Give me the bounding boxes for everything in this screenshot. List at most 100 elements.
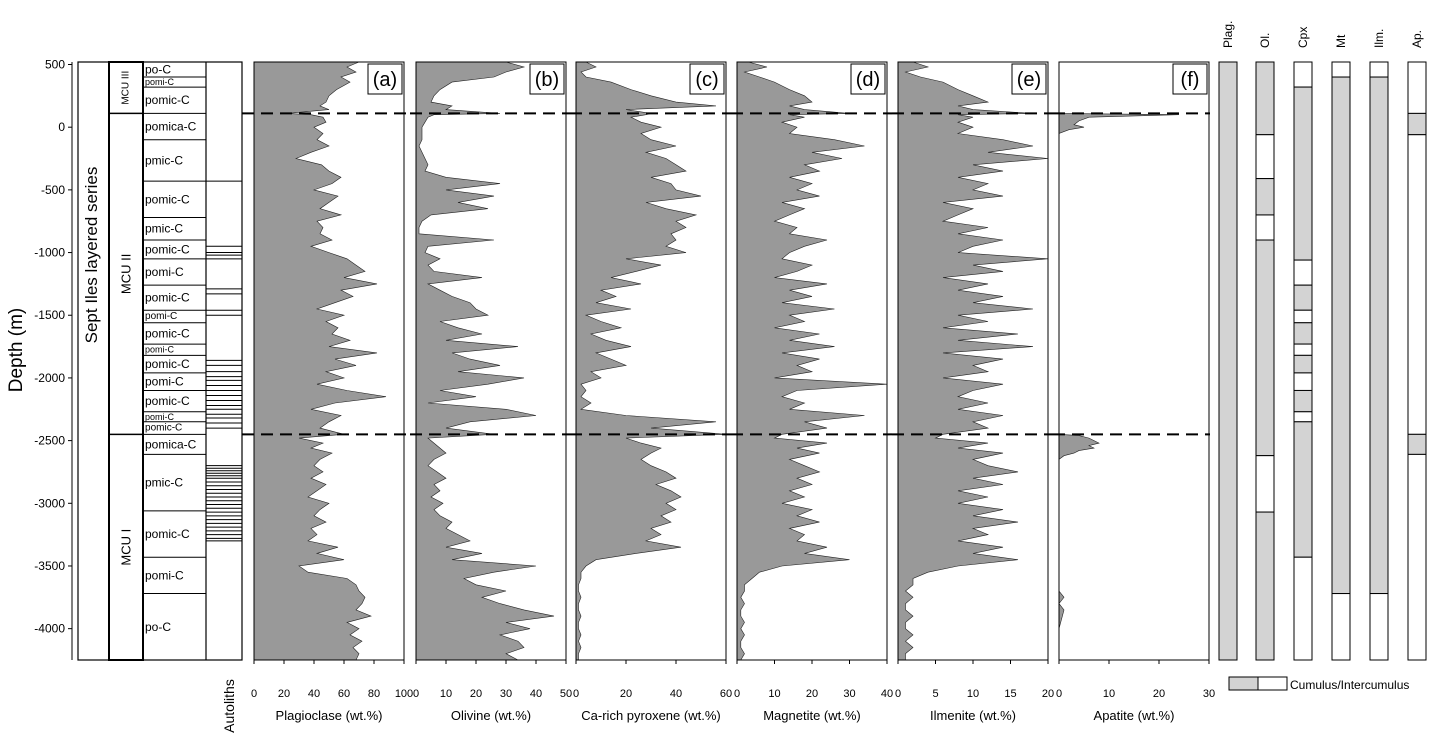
cumulus-segment <box>1293 556 1313 661</box>
x-tick-label: 0 <box>895 688 901 700</box>
y-tick-label: -2000 <box>34 371 65 385</box>
panel-ilmenite: (e) 0 5 10 15 20 Ilmenite (wt.%) <box>895 61 1054 723</box>
cumulus-segment <box>1293 322 1313 345</box>
cumulus-segment <box>1407 112 1427 136</box>
cumulus-segment <box>1293 354 1313 374</box>
x-tick-label: 20 <box>1153 688 1165 700</box>
facies-label: pomi-C <box>145 568 184 582</box>
facies-label: pomi-C <box>145 265 184 279</box>
cumulus-segment <box>1255 178 1275 216</box>
facies-label: pomic-C <box>145 394 190 408</box>
facies-label: pmic-C <box>145 153 183 167</box>
panel-id: (a) <box>373 69 397 91</box>
facies-label: pomi-C <box>145 345 175 355</box>
depth-axis: Depth (m) 500 0 -500 -1000 -1500 -2000 -2500 -3… <box>6 58 73 660</box>
cumulus-segment <box>1293 411 1313 423</box>
x-tick-label: 30 <box>500 688 512 700</box>
facies-label: pomi-C <box>145 412 175 422</box>
y-tick-label: -4000 <box>34 622 65 636</box>
x-axis-label: Apatite (wt.%) <box>1094 708 1175 723</box>
cumulus-column-label: Mt <box>1334 34 1348 48</box>
facies-label: pomic-C <box>145 242 190 256</box>
panel-frame <box>415 61 567 661</box>
x-tick-label: 10 <box>440 688 452 700</box>
x-axis-label: Olivine (wt.%) <box>451 708 531 723</box>
panel-id-box <box>367 63 403 95</box>
panel-id-box <box>1011 63 1047 95</box>
x-tick-label: 5 <box>932 688 938 700</box>
x-tick-label: 0 <box>1056 688 1062 700</box>
y-tick-label: -1500 <box>34 308 65 322</box>
facies-label: pmic-C <box>145 222 183 236</box>
panel-id-box <box>529 63 565 95</box>
mcu-column-frame <box>108 61 144 661</box>
area-series <box>736 61 888 661</box>
facies-label: pomic-C <box>145 291 190 305</box>
facies-label: pomic-C <box>145 527 190 541</box>
x-tick-label: 0 <box>734 688 740 700</box>
cumulus-column-mt: Mt <box>1331 34 1351 661</box>
cumulus-segment <box>1293 372 1313 391</box>
x-tick-label: 40 <box>308 688 320 700</box>
cumulus-column-label: Ap. <box>1410 30 1424 48</box>
stratigraphic-column: Sept Iles layered series MCU III MCU II MCU… <box>77 61 243 733</box>
cumulus-column-plag: Plag. <box>1218 21 1238 661</box>
cumulus-column-cpx: Cpx <box>1293 27 1313 661</box>
panel-apatite: (f) 0 10 20 30 Apatite (wt.%) <box>1056 61 1215 723</box>
cumulus-column-ilm: Ilm. <box>1369 29 1389 661</box>
cumulus-segment <box>1293 343 1313 356</box>
legend-label: Cumulus/Intercumulus <box>1290 678 1409 692</box>
facies-label: pomi-C <box>145 375 184 389</box>
x-tick-label: 30 <box>843 688 855 700</box>
x-tick-label: 0 <box>573 688 579 700</box>
cumulus-column-label: Ilm. <box>1372 29 1386 48</box>
mcu-label: MCU II <box>119 254 134 294</box>
x-tick-label: 10 <box>1103 688 1115 700</box>
x-tick-label: 80 <box>368 688 380 700</box>
cumulus-segment <box>1407 433 1427 455</box>
panel-id: (e) <box>1017 69 1041 91</box>
cumulus-segment <box>1255 214 1275 241</box>
panel-id-box <box>1172 63 1208 95</box>
series-label: Sept Iles layered series <box>82 167 101 344</box>
mcu-boundaries <box>242 112 1210 436</box>
cumulus-segment <box>1407 134 1427 435</box>
panel-id: (b) <box>535 69 559 91</box>
x-tick-label: 20 <box>1042 688 1054 700</box>
x-tick-label: 15 <box>1004 688 1016 700</box>
x-tick-label: 20 <box>806 688 818 700</box>
mcu-label: MCU I <box>119 529 134 566</box>
panel-magnetite: (d) 0 10 20 30 40 Magnetite (wt.%) <box>734 61 893 723</box>
y-tick-label: -1000 <box>34 246 65 260</box>
facies-label: pmic-C <box>145 476 183 490</box>
area-series <box>575 61 727 661</box>
cumulus-columns: Plag. Ol. Cpx Mt Ilm. Ap. <box>1218 21 1427 661</box>
cumulus-column-label: Ol. <box>1258 33 1272 48</box>
area-series <box>897 61 1049 661</box>
y-axis-label: Depth (m) <box>6 308 27 392</box>
x-tick-label: 50 <box>560 688 572 700</box>
strat-frame <box>77 61 243 661</box>
cumulus-segment <box>1369 61 1389 78</box>
cumulus-segment <box>1293 309 1313 324</box>
cumulus-column-label: Plag. <box>1221 21 1235 48</box>
cumulus-segment <box>1407 453 1427 661</box>
x-axis-label: Plagioclase (wt.%) <box>276 708 383 723</box>
autolith-label: Autoliths <box>221 679 237 733</box>
panel-id-box <box>689 63 725 95</box>
legend-swatch-intercumulus <box>1257 676 1288 691</box>
facies-label: pomic-C <box>145 326 190 340</box>
legend: Cumulus/Intercumulus <box>1228 676 1409 692</box>
cumulus-segment <box>1369 76 1389 595</box>
x-tick-label: 20 <box>278 688 290 700</box>
facies-label: pomica-C <box>145 120 197 134</box>
panel-olivine: (b) 0 10 20 30 40 50 Olivine (wt.%) <box>413 61 572 723</box>
cumulus-segment <box>1331 593 1351 661</box>
cumulus-column-label: Cpx <box>1296 27 1310 48</box>
y-tick-label: 0 <box>58 120 65 134</box>
x-tick-label: 0 <box>413 688 419 700</box>
cumulus-segment <box>1293 284 1313 311</box>
facies-label: pomic-C <box>145 192 190 206</box>
cumulus-segment <box>1331 76 1351 595</box>
